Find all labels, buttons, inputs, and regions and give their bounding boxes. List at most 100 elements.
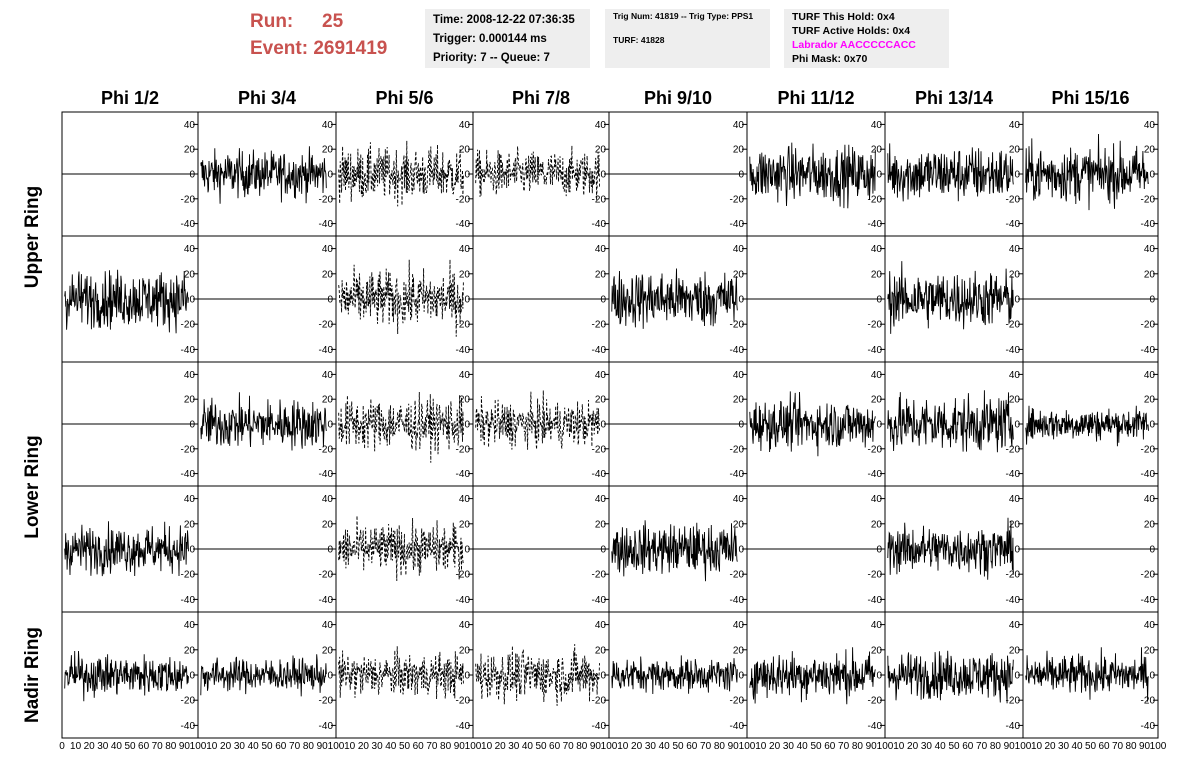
y-tick-label: 40 [871,244,883,255]
y-tick-label: -40 [730,469,745,480]
x-tick-label: 90 [317,741,329,752]
x-tick-label: 10 [344,741,356,752]
event-value: 2691419 [313,38,388,59]
y-tick-label: 0 [876,420,882,431]
x-tick-label: 50 [535,741,547,752]
y-tick-label: -20 [319,320,334,331]
y-tick-label: 0 [738,420,744,431]
y-tick-label: 40 [322,494,334,505]
row-label: Upper Ring [22,186,43,288]
x-tick-label: 40 [797,741,809,752]
y-tick-label: 20 [1009,269,1021,280]
y-tick-label: -40 [319,721,334,732]
y-tick-label: 20 [871,269,883,280]
y-tick-label: -20 [730,696,745,707]
y-tick-label: 20 [871,145,883,156]
y-tick-label: 40 [1009,494,1021,505]
y-tick-label: 40 [1009,120,1021,131]
turf-this-hold: TURF This Hold: 0x4 [792,11,895,23]
x-tick-label: 70 [289,741,301,752]
x-tick-label: 60 [549,741,561,752]
turf-active-holds: TURF Active Holds: 0x4 [792,25,911,37]
y-tick-label: 0 [600,295,606,306]
x-tick-label: 10 [617,741,629,752]
y-tick-label: -20 [319,444,334,455]
y-tick-label: -40 [730,219,745,230]
y-tick-label: 0 [876,295,882,306]
y-tick-label: -20 [868,444,883,455]
y-tick-label: -40 [456,595,471,606]
waveform-trace [200,392,327,451]
waveform-trace [475,145,600,201]
y-tick-label: 40 [733,244,745,255]
x-tick-label: 80 [852,741,864,752]
row-label: Nadir Ring [22,627,43,723]
y-tick-label: -40 [868,595,883,606]
x-tick-label: 80 [165,741,177,752]
y-tick-label: 20 [184,145,196,156]
y-tick-label: 0 [738,170,744,181]
y-tick-label: 40 [595,370,607,381]
x-tick-label: 50 [399,741,411,752]
x-tick-label: 50 [810,741,822,752]
run-event-box: Run: 25 Event: 2691419 [250,8,420,62]
x-tick-label: 100 [601,741,618,752]
x-tick-label: 80 [714,741,726,752]
waveform-trace [338,646,464,700]
y-tick-label: -40 [1006,469,1021,480]
y-tick-label: 40 [1144,370,1156,381]
y-tick-label: -40 [181,469,196,480]
y-tick-label: 0 [1014,545,1020,556]
x-tick-label: 40 [935,741,947,752]
x-tick-label: 80 [1125,741,1137,752]
run-label: Run: [250,11,294,32]
y-tick-label: 20 [184,395,196,406]
y-tick-label: 0 [1014,420,1020,431]
x-tick-label: 100 [877,741,894,752]
y-tick-label: 0 [738,671,744,682]
x-tick-label: 40 [522,741,534,752]
y-tick-label: -20 [1006,320,1021,331]
y-tick-label: 20 [1144,519,1156,530]
x-tick-label: 70 [563,741,575,752]
y-tick-label: -40 [319,469,334,480]
x-tick-label: 60 [962,741,974,752]
y-tick-label: -40 [1141,469,1156,480]
y-tick-label: 40 [871,620,883,631]
waveform-trace [1025,133,1149,211]
y-tick-label: 40 [871,370,883,381]
x-tick-label: 50 [672,741,684,752]
y-tick-label: -40 [456,219,471,230]
y-tick-label: -20 [456,696,471,707]
x-tick-label: 30 [921,741,933,752]
y-tick-label: 0 [1149,170,1155,181]
x-tick-label: 50 [261,741,273,752]
waveform-trace [749,647,876,705]
waveform-trace [887,261,1014,334]
y-tick-label: -20 [1006,194,1021,205]
y-tick-label: -20 [1141,194,1156,205]
x-tick-label: 20 [84,741,96,752]
x-tick-label: 70 [426,741,438,752]
y-tick-label: -40 [319,219,334,230]
x-tick-label: 70 [1112,741,1124,752]
column-title: Phi 7/8 [512,88,570,108]
waveform-trace [338,391,464,463]
y-tick-label: 0 [738,545,744,556]
y-tick-label: 40 [733,620,745,631]
x-tick-label: 90 [454,741,466,752]
y-tick-label: 0 [189,545,195,556]
y-tick-label: -40 [592,469,607,480]
x-tick-label: 90 [590,741,602,752]
x-tick-label: 100 [465,741,482,752]
y-tick-label: 20 [1144,645,1156,656]
y-tick-label: 20 [1009,645,1021,656]
waveform-trace [64,650,189,702]
y-tick-label: -20 [456,194,471,205]
waveform-trace [64,521,189,577]
y-tick-label: -20 [730,194,745,205]
column-title: Phi 1/2 [101,88,159,108]
x-tick-label: 100 [739,741,756,752]
x-tick-label: 10 [70,741,82,752]
y-tick-label: 0 [876,170,882,181]
